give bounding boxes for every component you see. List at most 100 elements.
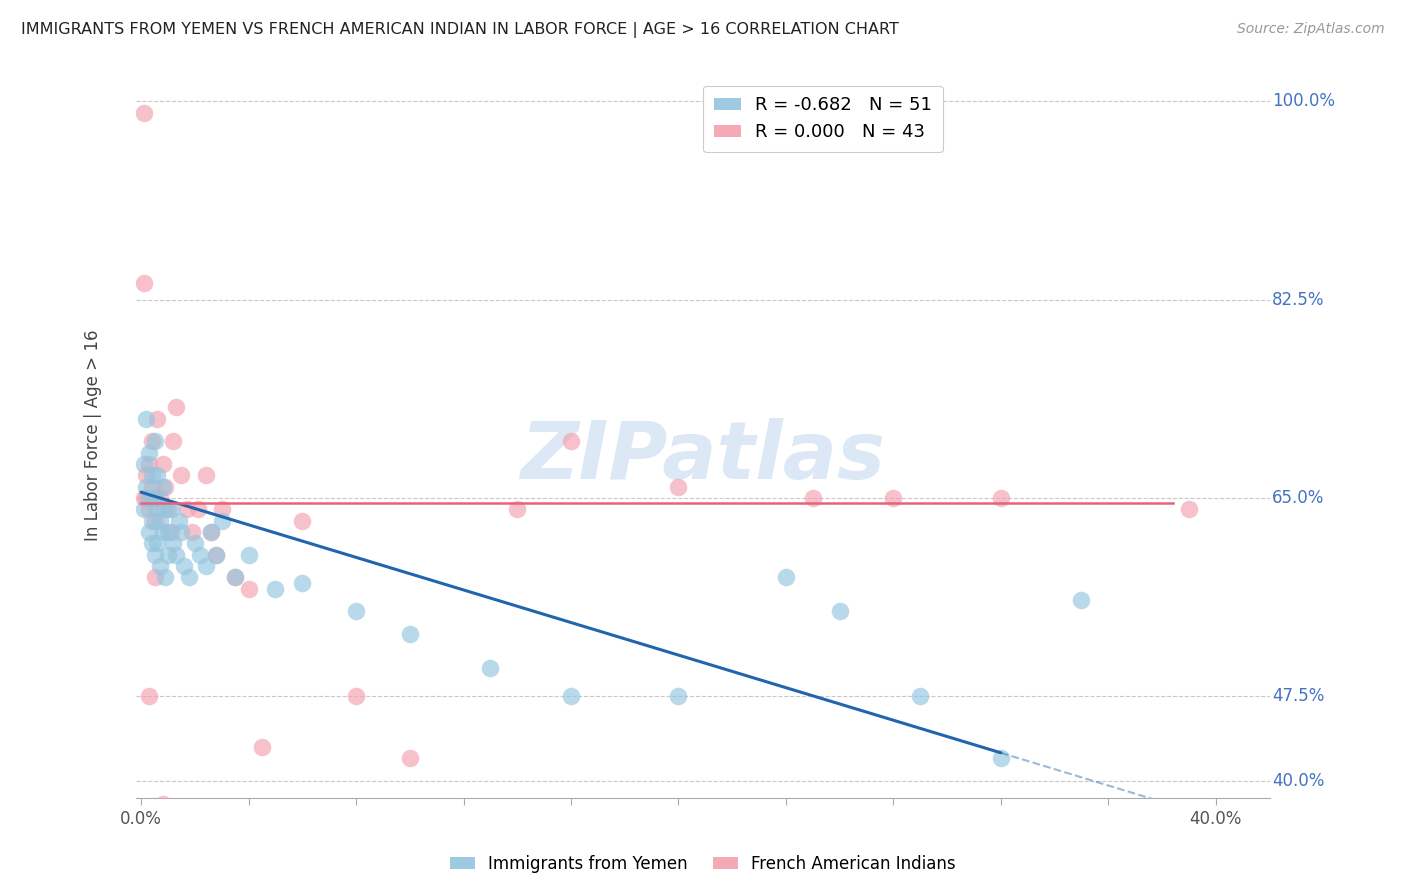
Text: IMMIGRANTS FROM YEMEN VS FRENCH AMERICAN INDIAN IN LABOR FORCE | AGE > 16 CORREL: IMMIGRANTS FROM YEMEN VS FRENCH AMERICAN… <box>21 22 898 38</box>
Point <box>152 479 174 493</box>
Point <box>156 502 179 516</box>
Point <box>141 479 163 493</box>
Point <box>146 536 169 550</box>
Point <box>146 411 169 425</box>
Point <box>224 570 246 584</box>
Point <box>132 457 155 471</box>
Point <box>149 514 172 528</box>
Point <box>138 491 160 505</box>
Point <box>141 536 163 550</box>
Point <box>506 502 529 516</box>
Point <box>200 524 222 539</box>
Text: 100.0%: 100.0% <box>1272 92 1334 111</box>
Point <box>211 514 233 528</box>
Point <box>990 751 1012 765</box>
Point <box>205 548 228 562</box>
Point <box>170 524 193 539</box>
Point <box>479 661 502 675</box>
Point <box>159 524 181 539</box>
Legend: Immigrants from Yemen, French American Indians: Immigrants from Yemen, French American I… <box>443 848 963 880</box>
Text: 65.0%: 65.0% <box>1272 489 1324 507</box>
Point <box>238 548 260 562</box>
Point <box>135 411 157 425</box>
Text: 82.5%: 82.5% <box>1272 291 1324 309</box>
Point <box>181 524 204 539</box>
Point <box>165 548 187 562</box>
Point <box>173 558 195 573</box>
Point <box>149 558 172 573</box>
Point <box>238 582 260 596</box>
Point <box>176 502 198 516</box>
Point <box>155 570 177 584</box>
Point <box>250 740 273 755</box>
Point <box>1070 592 1092 607</box>
Point <box>143 570 166 584</box>
Point <box>398 751 420 765</box>
Point <box>668 479 690 493</box>
Point <box>194 468 217 483</box>
Point <box>143 491 166 505</box>
Point <box>135 491 157 505</box>
Point <box>560 689 582 703</box>
Point <box>143 491 166 505</box>
Point <box>141 434 163 449</box>
Point <box>344 689 367 703</box>
Point <box>138 524 160 539</box>
Point <box>141 468 163 483</box>
Point <box>138 457 160 471</box>
Point <box>156 524 179 539</box>
Point <box>143 548 166 562</box>
Text: Source: ZipAtlas.com: Source: ZipAtlas.com <box>1237 22 1385 37</box>
Point <box>152 797 174 811</box>
Point <box>344 604 367 618</box>
Point <box>1178 502 1201 516</box>
Text: ZIPatlas: ZIPatlas <box>520 418 886 496</box>
Point <box>132 502 155 516</box>
Point <box>146 468 169 483</box>
Point <box>138 502 160 516</box>
Point <box>159 502 181 516</box>
Point <box>990 491 1012 505</box>
Point <box>132 276 155 290</box>
Point <box>141 514 163 528</box>
Point <box>155 479 177 493</box>
Point <box>167 514 190 528</box>
Point <box>132 105 155 120</box>
Point <box>211 502 233 516</box>
Point <box>291 575 314 590</box>
Point <box>184 536 207 550</box>
Point <box>135 468 157 483</box>
Point <box>398 627 420 641</box>
Text: In Labor Force | Age > 16: In Labor Force | Age > 16 <box>83 330 101 541</box>
Point <box>138 689 160 703</box>
Point <box>138 445 160 459</box>
Point <box>155 502 177 516</box>
Point <box>146 502 169 516</box>
Point <box>560 434 582 449</box>
Point <box>775 570 797 584</box>
Point <box>200 524 222 539</box>
Point <box>143 514 166 528</box>
Point <box>170 468 193 483</box>
Text: 47.5%: 47.5% <box>1272 687 1324 706</box>
Legend: R = -0.682   N = 51, R = 0.000   N = 43: R = -0.682 N = 51, R = 0.000 N = 43 <box>703 86 943 153</box>
Point <box>152 457 174 471</box>
Point <box>186 502 208 516</box>
Point <box>132 491 155 505</box>
Point <box>264 582 287 596</box>
Point <box>910 689 932 703</box>
Point <box>291 514 314 528</box>
Point <box>194 558 217 573</box>
Point <box>188 548 211 562</box>
Point <box>179 570 201 584</box>
Point <box>143 434 166 449</box>
Text: 40.0%: 40.0% <box>1272 772 1324 790</box>
Point <box>882 491 904 505</box>
Point <box>165 401 187 415</box>
Point <box>668 689 690 703</box>
Point <box>162 536 184 550</box>
Point <box>135 479 157 493</box>
Point <box>152 524 174 539</box>
Point <box>149 491 172 505</box>
Point <box>156 548 179 562</box>
